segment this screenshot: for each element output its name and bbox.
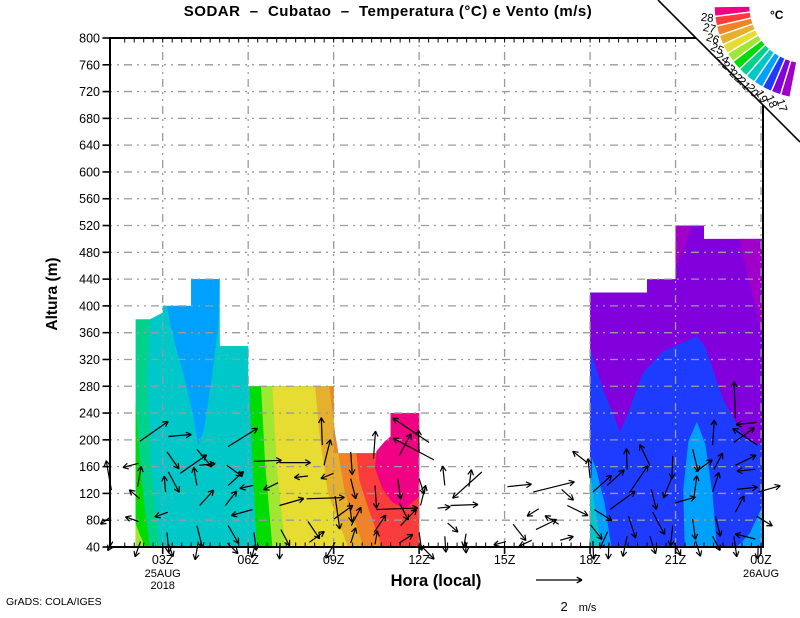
y-tick-label: 400	[79, 299, 100, 313]
wind-vectors	[99, 381, 781, 561]
x-tick-sublabel: 26AUG	[743, 568, 779, 580]
band-magenta	[375, 413, 420, 509]
x-tick-label: 12Z	[408, 553, 430, 567]
wind-reference-unit: m/s	[578, 602, 597, 614]
x-tick-label: 18Z	[579, 553, 601, 567]
wind-reference-arrow	[536, 576, 583, 584]
legend-level-label: 19	[753, 88, 770, 105]
y-tick-label: 480	[79, 246, 100, 260]
y-tick-label: 360	[79, 326, 100, 340]
y-tick-label: 80	[86, 514, 100, 528]
legend-level-label: 20	[743, 82, 760, 99]
y-axis-title-wrap: Altura (m)	[38, 230, 68, 360]
x-tick-sublabel: 25AUG	[145, 568, 181, 580]
y-tick-label: 760	[79, 58, 100, 72]
night-lightblue-dome	[683, 421, 717, 547]
y-tick-label: 40	[86, 541, 100, 555]
x-tick-sublabel: 2018	[150, 580, 174, 592]
legend-diagonal-line	[657, 0, 800, 143]
x-tick-label: 06Z	[237, 553, 259, 567]
y-tick-label: 240	[79, 407, 100, 421]
color-fan-legend: 282726252423222120191817	[700, 5, 798, 114]
y-tick-label: 120	[79, 487, 100, 501]
morning-lightblue-core	[167, 279, 220, 446]
night-lightblue-corner	[736, 504, 763, 547]
legend-level-label: 18	[763, 93, 779, 109]
gridlines	[110, 38, 763, 547]
legend-level-label: 28	[700, 12, 714, 25]
legend-color-segment	[779, 59, 798, 99]
minor-ticks	[124, 38, 762, 547]
night-purple-top	[675, 225, 693, 268]
legend-level-label: 25	[709, 41, 726, 57]
x-tick-label: 15Z	[494, 553, 516, 567]
legend-unit-label: °C	[770, 8, 784, 22]
y-tick-label: 520	[79, 219, 100, 233]
y-tick-label: 280	[79, 380, 100, 394]
y-tick-label: 600	[79, 165, 100, 179]
night-cyan-sliver	[590, 465, 601, 547]
y-axis-title: Altura (m)	[44, 257, 61, 331]
x-tick-label: 00Z	[750, 553, 772, 567]
y-tick-label: 680	[79, 112, 100, 126]
chart-title: SODAR – Cubatao – Temperatura (°C) e Ven…	[183, 3, 593, 20]
legend-level-label: 26	[705, 32, 721, 48]
grads-credit: GrADS: COLA/IGES	[6, 596, 102, 608]
wind-reference-value: 2	[560, 599, 568, 614]
morning-green-edge	[135, 403, 150, 547]
wind-reference-label: 2 m/s	[546, 584, 596, 618]
legend-level-label: 24	[714, 50, 732, 67]
y-tick-label: 800	[79, 32, 100, 46]
y-tick-label: 320	[79, 353, 100, 367]
night-purple-right	[739, 238, 763, 343]
axis-ticks-labels: 40 80 120 160 200 240 280 320 360 400 440 480 520 560…	[79, 32, 779, 593]
x-tick-label: 21Z	[665, 553, 687, 567]
legend-level-label: 27	[702, 22, 717, 37]
y-tick-label: 160	[79, 460, 100, 474]
x-tick-label: 03Z	[152, 553, 174, 567]
legend-level-label: 17	[773, 98, 788, 114]
y-tick-label: 440	[79, 273, 100, 287]
y-tick-label: 200	[79, 433, 100, 447]
morning-ygreen-corner	[135, 523, 146, 547]
y-tick-label: 720	[79, 85, 100, 99]
y-tick-label: 560	[79, 192, 100, 206]
y-tick-label: 640	[79, 139, 100, 153]
x-axis-title: Hora (local)	[390, 572, 482, 590]
